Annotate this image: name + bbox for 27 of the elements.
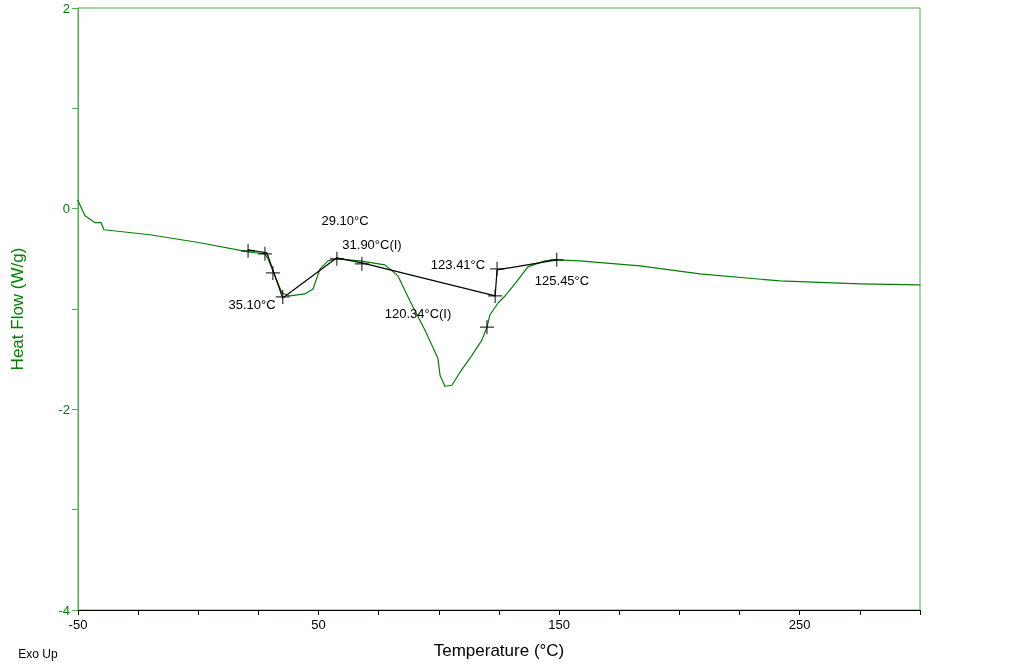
point bbox=[329, 251, 345, 267]
line-series bbox=[77, 200, 921, 387]
annotation: 35.10°C bbox=[228, 296, 276, 312]
point bbox=[240, 243, 256, 259]
y-tick-label: -4 bbox=[58, 602, 70, 618]
annotation: 31.90°C(I) bbox=[342, 236, 402, 252]
x-axis-title: Temperature (°C) bbox=[433, 641, 565, 660]
point bbox=[275, 289, 291, 305]
point bbox=[489, 261, 505, 277]
annotation: 123.41°C bbox=[430, 256, 486, 272]
point bbox=[487, 288, 503, 304]
point bbox=[265, 265, 281, 281]
point bbox=[354, 256, 370, 272]
y-tick-label: 2 bbox=[62, 0, 70, 16]
x-tick-label: -50 bbox=[68, 617, 88, 632]
y-tick-label: 0 bbox=[62, 201, 70, 217]
point bbox=[257, 246, 273, 262]
annotation: 125.45°C bbox=[534, 272, 590, 288]
point bbox=[479, 319, 495, 335]
x-tick-label: 50 bbox=[311, 617, 326, 632]
text: Exo Up bbox=[18, 647, 58, 661]
annotation: 29.10°C bbox=[321, 212, 369, 228]
x-tick-label: 250 bbox=[788, 617, 811, 632]
y-tick-label: -2 bbox=[58, 401, 70, 417]
y-axis-title: Heat Flow (W/g) bbox=[8, 247, 27, 371]
point bbox=[549, 252, 565, 268]
x-tick-label: 150 bbox=[548, 617, 570, 632]
